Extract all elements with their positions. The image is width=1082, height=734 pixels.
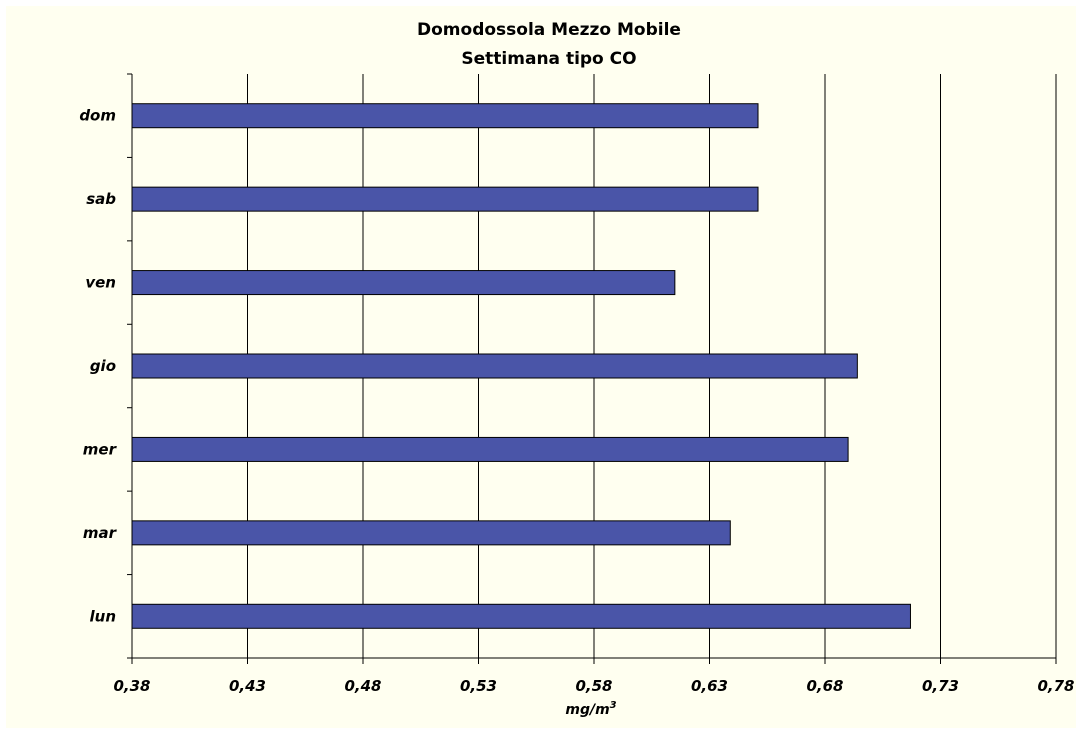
- category-label-gio: gio: [90, 357, 116, 375]
- x-tick-label: 0,63: [691, 677, 728, 695]
- category-label-ven: ven: [85, 274, 116, 292]
- x-tick-label: 0,58: [575, 677, 612, 695]
- bar-mar: [131, 520, 731, 546]
- x-tick-label: 0,53: [460, 677, 497, 695]
- bar-chart: Domodossola Mezzo Mobile Settimana tipo …: [79, 20, 1074, 718]
- bar-mer: [131, 436, 849, 462]
- bar-lun: [131, 603, 911, 629]
- category-label-lun: lun: [90, 607, 117, 625]
- category-label-mar: mar: [83, 524, 118, 542]
- x-tick-label: 0,43: [229, 677, 266, 695]
- x-axis-label-superscript: 3: [610, 700, 617, 711]
- chart-area: Domodossola Mezzo Mobile Settimana tipo …: [6, 6, 1076, 728]
- bar-dom: [131, 103, 759, 129]
- x-tick-label: 0,73: [922, 677, 959, 695]
- x-tick-label: 0,68: [806, 677, 843, 695]
- chart-title: Domodossola Mezzo Mobile: [417, 20, 681, 40]
- bar-ven: [131, 270, 676, 296]
- x-tick-label: 0,78: [1037, 677, 1074, 695]
- category-label-mer: mer: [83, 440, 118, 458]
- x-axis-label: mg/m3: [565, 700, 616, 718]
- x-axis-label-unit: mg/m: [565, 702, 609, 718]
- x-tick-label: 0,38: [113, 677, 150, 695]
- bar-sab: [131, 186, 759, 212]
- chart-subtitle: Settimana tipo CO: [461, 49, 636, 69]
- category-label-sab: sab: [86, 190, 116, 208]
- category-label-dom: dom: [79, 107, 116, 125]
- x-tick-label: 0,48: [344, 677, 381, 695]
- bar-gio: [131, 353, 858, 379]
